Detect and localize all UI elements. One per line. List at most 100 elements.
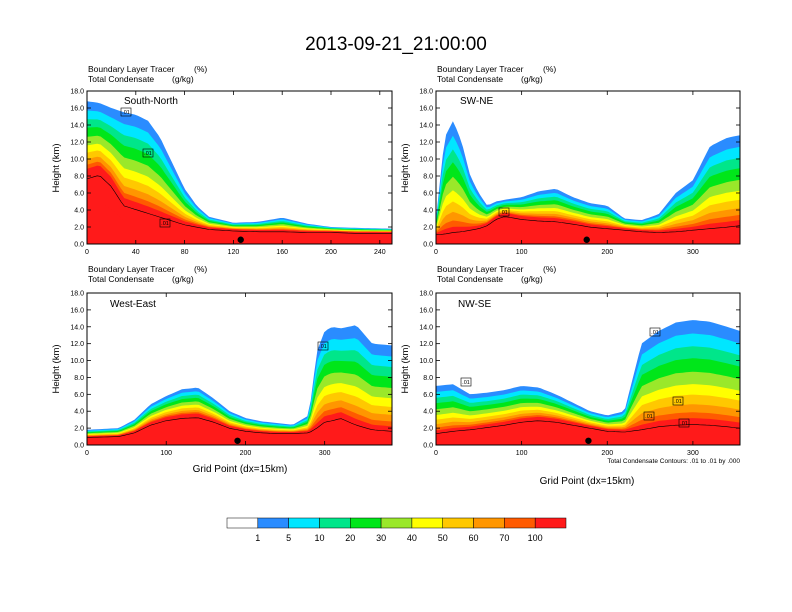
- contour-label-box: [649, 327, 661, 337]
- plot-frame: [86, 90, 393, 245]
- contour-label-box: [672, 396, 684, 406]
- y-tick-label: 6.0: [423, 392, 433, 399]
- x-tick-label: 160: [276, 249, 288, 256]
- contour-label: .01: [319, 344, 327, 350]
- y-tick-label: 4.0: [74, 208, 84, 215]
- x-tick-label: 0: [434, 249, 438, 256]
- colorbar-tick-label: 50: [438, 533, 448, 543]
- contour-label-box: [643, 411, 655, 421]
- contour-label-box: [142, 148, 154, 158]
- colorbar-swatch: [534, 517, 567, 529]
- contour-label: .01: [674, 399, 682, 405]
- panel-3-header-var1: Boundary Layer Tracer: [437, 264, 524, 274]
- panel-label: West-East: [110, 299, 156, 310]
- y-tick-label: 12.0: [419, 140, 433, 147]
- y-tick-label: 12.0: [419, 341, 433, 348]
- tracer-field: [436, 121, 740, 244]
- contour-label: .01: [161, 221, 169, 227]
- colorbar-swatch: [226, 517, 259, 529]
- colorbar-tick-label: 100: [528, 533, 543, 543]
- panel-0-header-var2: Total Condensate: [88, 74, 154, 84]
- x-tick-label: 200: [601, 249, 613, 256]
- y-tick-label: 18.0: [419, 291, 433, 298]
- y-tick-label: 10.0: [70, 157, 84, 164]
- colorbar-swatch: [350, 517, 382, 529]
- y-tick-label: 0.0: [74, 443, 84, 450]
- colorbar: 1 5 10 20 30 40 50 60 70 100: [226, 517, 567, 543]
- y-tick-label: 18.0: [70, 291, 84, 298]
- y-tick-label: 0.0: [423, 443, 433, 450]
- contour-label-box: [498, 207, 510, 217]
- figure-title: 2013-09-21_21:00:00: [305, 34, 487, 55]
- y-tick-label: 14.0: [419, 324, 433, 331]
- panel-2-header-var1: Boundary Layer Tracer: [88, 264, 175, 274]
- panel-1-header-var1: Boundary Layer Tracer: [437, 64, 524, 74]
- colorbar-swatch: [411, 517, 443, 529]
- x-tick-label: 80: [181, 249, 189, 256]
- plot-frame: [435, 292, 741, 446]
- panel-nw-se: 0.0 2.0 4.0 6.0 8.0 10.0 12.0 14.0 16.0 18.0 0 100 2…: [419, 291, 741, 457]
- panel-3-header-var1-units: (%): [543, 264, 556, 274]
- panel-0-header-var1: Boundary Layer Tracer: [88, 64, 175, 74]
- colorbar-tick-label: 60: [469, 533, 479, 543]
- y-tick-label: 14.0: [419, 123, 433, 130]
- panel-south-north: 0.0 2.0 4.0 6.0 8.0 10.0 12.0 14.0 16.0 18.0 0 40 80…: [70, 89, 393, 256]
- y-tick-label: 8.0: [423, 174, 433, 181]
- contour-label: .01: [144, 151, 152, 157]
- colorbar-swatch: [380, 517, 413, 529]
- condensate-contour: [87, 175, 392, 234]
- panel-2-header-var2-units: (g/kg): [172, 274, 194, 284]
- y-tick-label: 16.0: [419, 106, 433, 113]
- y-tick-label: 16.0: [419, 307, 433, 314]
- panel-2-header-var1-units: (%): [194, 264, 207, 274]
- contour-label: .01: [462, 380, 470, 386]
- colorbar-tick-label: 20: [345, 533, 355, 543]
- contour-label-box: [678, 418, 690, 428]
- contour-label: .01: [680, 421, 688, 427]
- x-tick-label: 300: [319, 450, 331, 457]
- colorbar-swatch: [319, 517, 351, 529]
- location-marker: [583, 236, 590, 243]
- panel-label: SW-NE: [460, 96, 493, 107]
- x-tick-label: 0: [85, 450, 89, 457]
- x-tick-label: 40: [132, 249, 140, 256]
- panel-0-ylabel: Height (km): [51, 143, 62, 192]
- panel-3-header-var2-units: (g/kg): [521, 274, 543, 284]
- panel-3-ylabel: Height (km): [400, 344, 411, 393]
- y-tick-label: 8.0: [74, 375, 84, 382]
- panel-1-ylabel: Height (km): [400, 143, 411, 192]
- contour-note: Total Condensate Contours: .01 to .01 by…: [607, 458, 740, 465]
- contour-label-box: [120, 107, 132, 117]
- y-tick-label: 12.0: [70, 140, 84, 147]
- location-marker: [585, 437, 592, 444]
- panel-2-xlabel: Grid Point (dx=15km): [193, 464, 288, 475]
- panel-0-header-var2-units: (g/kg): [172, 74, 194, 84]
- y-tick-label: 2.0: [423, 426, 433, 433]
- x-tick-label: 200: [325, 249, 337, 256]
- location-marker: [234, 437, 241, 444]
- y-tick-label: 12.0: [70, 341, 84, 348]
- y-tick-label: 8.0: [74, 174, 84, 181]
- y-tick-label: 6.0: [74, 191, 84, 198]
- panel-2-ylabel: Height (km): [51, 344, 62, 393]
- y-tick-label: 14.0: [70, 123, 84, 130]
- y-tick-label: 16.0: [70, 307, 84, 314]
- y-tick-label: 6.0: [74, 392, 84, 399]
- tracer-field: [87, 325, 392, 445]
- y-tick-label: 2.0: [74, 426, 84, 433]
- panel-3-header-var2: Total Condensate: [437, 274, 503, 284]
- y-tick-label: 8.0: [423, 375, 433, 382]
- contour-label-box: [159, 218, 171, 228]
- panel-west-east: 0.0 2.0 4.0 6.0 8.0 10.0 12.0 14.0 16.0 18.0 0 100 2…: [70, 291, 393, 457]
- y-tick-label: 2.0: [423, 225, 433, 232]
- tracer-band-100: [436, 227, 740, 244]
- y-tick-label: 4.0: [74, 409, 84, 416]
- plot-frame: [86, 292, 393, 446]
- colorbar-tick-label: 10: [314, 533, 324, 543]
- x-tick-label: 200: [240, 450, 252, 457]
- colorbar-swatch: [288, 517, 320, 529]
- colorbar-tick-label: 40: [407, 533, 417, 543]
- tracer-band-100: [436, 430, 740, 445]
- colorbar-tick-label: 30: [376, 533, 386, 543]
